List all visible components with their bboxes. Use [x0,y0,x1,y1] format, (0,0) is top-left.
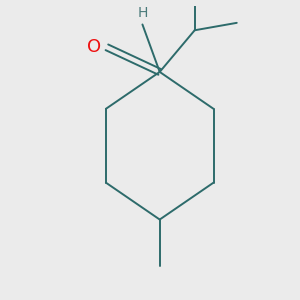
Text: H: H [137,6,148,20]
Text: O: O [87,38,101,56]
